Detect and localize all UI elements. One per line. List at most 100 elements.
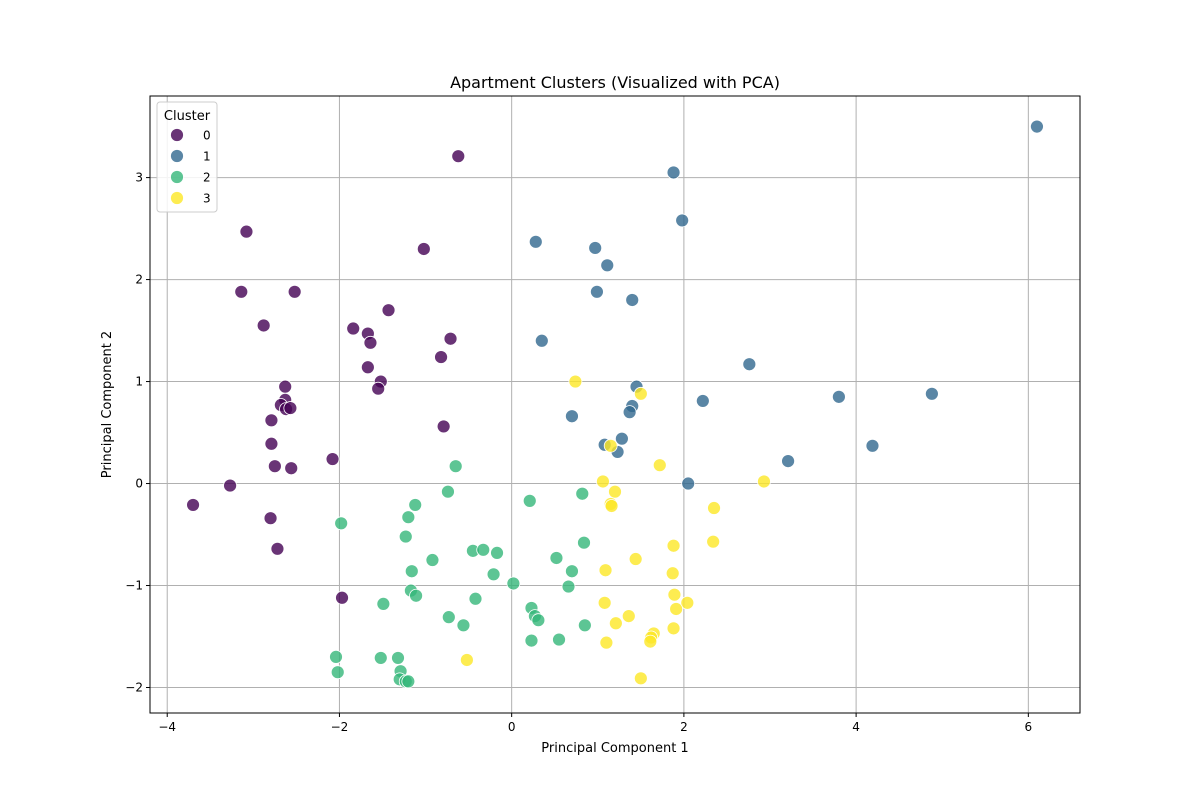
data-point-cluster-2 — [552, 632, 566, 647]
data-point-cluster-1 — [625, 293, 640, 307]
data-point-cluster-3 — [633, 671, 648, 686]
data-point-cluster-2 — [506, 576, 521, 591]
data-point-cluster-0 — [335, 590, 349, 605]
y-tick-label: 3 — [135, 171, 143, 185]
data-point-cluster-3 — [621, 609, 636, 624]
data-point-cluster-1 — [590, 284, 604, 299]
data-point-cluster-3 — [459, 653, 474, 667]
data-point-cluster-3 — [604, 499, 619, 513]
data-point-cluster-2 — [575, 486, 590, 501]
data-point-cluster-3 — [667, 587, 682, 602]
data-point-cluster-2 — [577, 535, 591, 550]
data-point-cluster-0 — [381, 303, 396, 318]
data-point-cluster-0 — [284, 461, 299, 476]
data-point-cluster-0 — [346, 321, 361, 336]
legend-marker-cluster-2 — [170, 170, 184, 184]
y-tick-label: −1 — [125, 579, 143, 593]
data-point-cluster-2 — [409, 588, 423, 603]
y-axis-label: Principal Component 2 — [100, 331, 115, 478]
y-tick-label: −2 — [125, 681, 143, 695]
legend-marker-cluster-0 — [170, 128, 184, 142]
data-point-cluster-2 — [468, 591, 483, 606]
data-point-cluster-3 — [597, 595, 612, 610]
data-point-cluster-1 — [675, 213, 690, 228]
data-point-cluster-0 — [325, 452, 340, 466]
data-point-cluster-1 — [742, 357, 757, 372]
data-point-cluster-3 — [568, 374, 583, 389]
legend-label-cluster-2: 2 — [203, 171, 211, 185]
data-point-cluster-1 — [924, 386, 939, 401]
legend-label-cluster-3: 3 — [203, 192, 211, 206]
data-point-cluster-3 — [666, 538, 681, 553]
data-point-cluster-3 — [665, 566, 680, 581]
data-point-cluster-2 — [561, 579, 576, 594]
legend-box — [156, 101, 218, 213]
data-point-cluster-3 — [633, 386, 648, 401]
data-point-cluster-2 — [373, 651, 388, 665]
data-point-cluster-2 — [524, 633, 539, 648]
data-point-cluster-2 — [401, 510, 416, 525]
x-tick-label: 0 — [508, 720, 516, 734]
data-point-cluster-2 — [398, 529, 413, 544]
data-point-cluster-1 — [681, 476, 696, 491]
data-point-cluster-3 — [608, 484, 622, 499]
data-point-cluster-1 — [666, 165, 681, 180]
chart-title: Apartment Clusters (Visualized with PCA) — [450, 73, 780, 92]
data-point-cluster-2 — [330, 665, 345, 680]
data-point-cluster-2 — [490, 545, 504, 560]
data-point-cluster-2 — [441, 484, 455, 499]
data-point-cluster-1 — [831, 389, 846, 404]
data-point-cluster-0 — [263, 511, 278, 526]
data-point-cluster-3 — [757, 474, 771, 489]
axis-ticks: −4 −2 0 2 4 6 −2 −1 0 1 2 3 — [125, 171, 1032, 734]
data-point-cluster-3 — [652, 458, 667, 473]
x-tick-label: −4 — [158, 720, 176, 734]
y-tick-label: 1 — [135, 375, 143, 389]
data-point-cluster-0 — [436, 419, 451, 434]
legend-marker-cluster-3 — [170, 191, 184, 205]
data-point-cluster-3 — [598, 563, 613, 578]
data-point-cluster-0 — [360, 360, 375, 375]
data-point-cluster-2 — [549, 551, 564, 565]
x-tick-label: 2 — [680, 720, 688, 734]
data-point-cluster-1 — [614, 431, 629, 446]
data-point-cluster-1 — [622, 405, 637, 420]
data-point-cluster-0 — [264, 436, 279, 451]
data-point-cluster-0 — [270, 541, 285, 556]
data-point-cluster-2 — [565, 564, 579, 579]
data-point-cluster-3 — [680, 595, 695, 610]
data-point-cluster-2 — [408, 498, 423, 512]
data-point-cluster-2 — [476, 542, 491, 557]
legend-label-cluster-0: 0 — [203, 129, 211, 143]
data-point-cluster-2 — [531, 613, 546, 628]
data-point-cluster-0 — [278, 379, 293, 394]
data-point-cluster-3 — [608, 616, 623, 631]
data-point-cluster-0 — [434, 350, 448, 364]
data-point-cluster-0 — [363, 335, 378, 350]
legend-title: Cluster — [164, 109, 211, 124]
data-point-cluster-0 — [451, 149, 466, 164]
data-point-cluster-0 — [256, 318, 271, 333]
data-point-cluster-1 — [695, 394, 710, 408]
data-point-cluster-0 — [234, 284, 249, 299]
data-point-cluster-2 — [329, 650, 343, 664]
data-point-cluster-1 — [781, 454, 795, 469]
data-point-cluster-3 — [643, 634, 658, 649]
data-point-cluster-0 — [264, 413, 279, 428]
y-tick-label: 2 — [135, 273, 143, 287]
data-point-cluster-3 — [669, 602, 684, 616]
data-point-cluster-2 — [486, 567, 501, 582]
data-point-cluster-1 — [588, 241, 603, 255]
data-point-cluster-2 — [376, 596, 391, 611]
grid — [150, 96, 1080, 713]
data-point-cluster-0 — [239, 224, 254, 239]
legend-label-cluster-1: 1 — [203, 150, 211, 164]
data-point-cluster-2 — [522, 493, 537, 508]
data-point-cluster-3 — [706, 534, 721, 549]
data-point-cluster-0 — [443, 331, 458, 346]
data-point-cluster-0 — [371, 381, 386, 396]
data-points — [186, 119, 1044, 689]
data-point-cluster-3 — [599, 635, 614, 650]
data-point-cluster-1 — [865, 438, 880, 453]
